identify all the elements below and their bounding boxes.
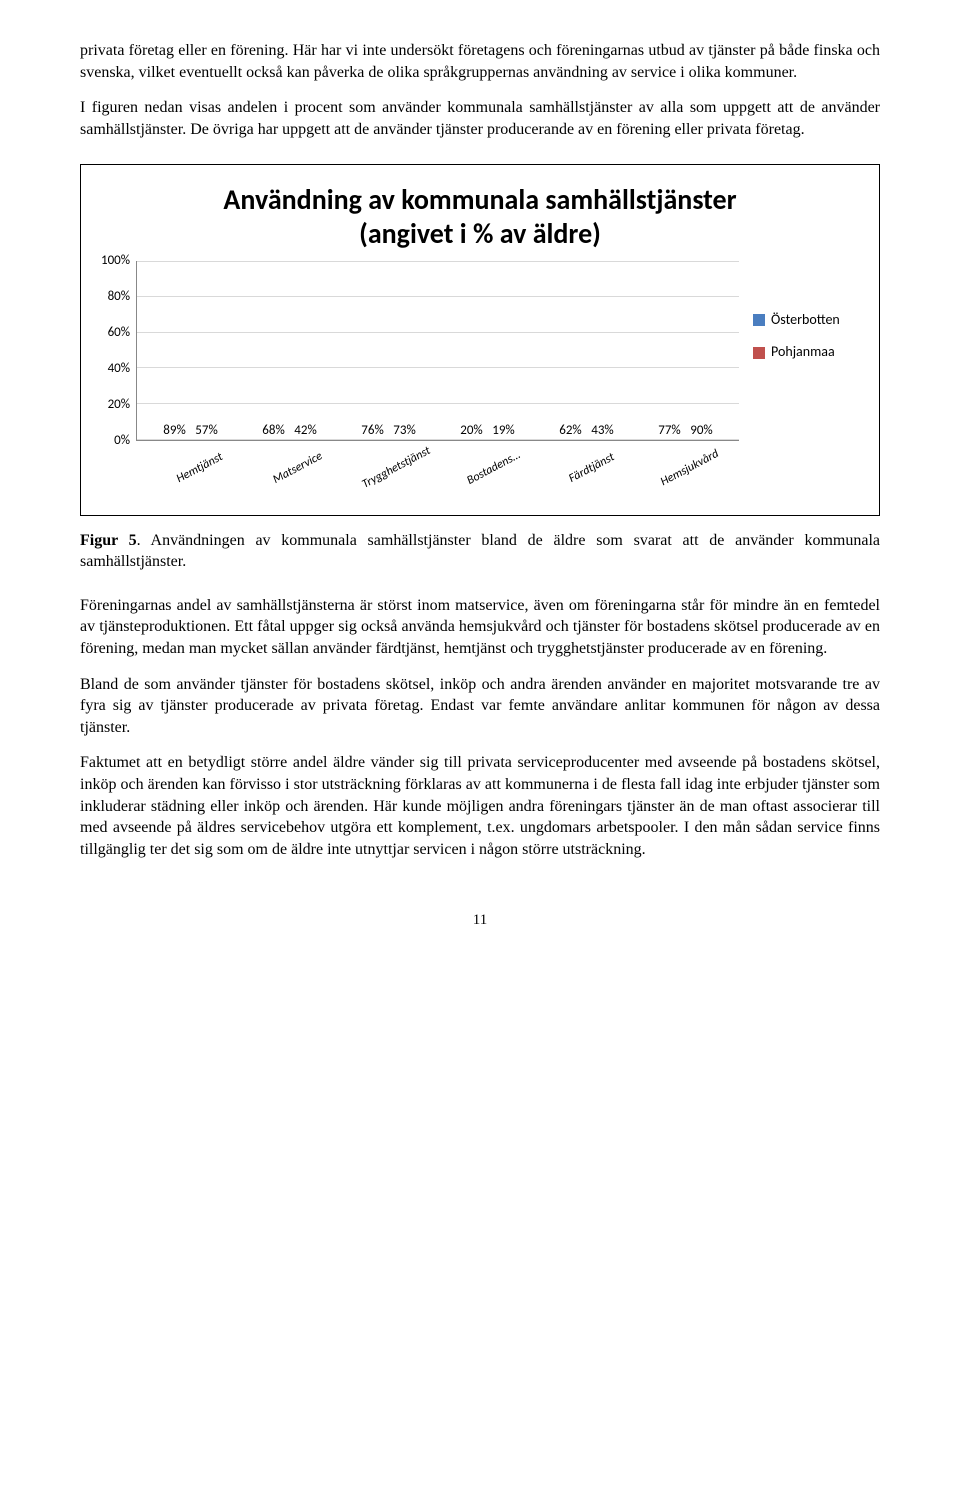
chart-title-line2: (angivet i % av äldre) [359,216,601,251]
figure-caption-text: . Användningen av kommunala samhällstjän… [80,532,880,571]
paragraph-3: Föreningarnas andel av samhällstjänstern… [80,595,880,660]
paragraph-5: Faktumet att en betydligt större andel ä… [80,752,880,860]
bar-value-label: 76% [361,422,383,440]
bar-value-label: 20% [460,422,482,440]
legend-swatch [753,314,765,326]
bar-value-label: 42% [294,422,316,440]
bar-value-label: 43% [591,422,613,440]
x-axis-label: Trygghetstjänst [359,443,443,513]
bar-value-label: 89% [163,422,185,440]
x-axis-label: Bostadens… [457,443,541,513]
bar-value-label: 68% [262,422,284,440]
chart-legend: Österbotten Pohjanmaa [739,311,859,363]
figure-caption: Figur 5. Användningen av kommunala samhä… [80,530,880,573]
x-axis-label: Hemsjukvård [653,443,737,513]
figure-caption-number: Figur 5 [80,532,137,549]
bar-value-label: 62% [559,422,581,440]
legend-item: Österbotten [753,311,859,330]
x-axis-label: Matservice [261,443,345,513]
paragraph-4: Bland de som använder tjänster för bosta… [80,674,880,739]
chart-container: Användning av kommunala samhällstjänster… [80,164,880,515]
paragraph-2: I figuren nedan visas andelen i procent … [80,97,880,140]
legend-label: Österbotten [771,311,840,330]
page-number: 11 [80,910,880,930]
legend-swatch [753,347,765,359]
bar-value-label: 77% [658,422,680,440]
chart-title-line1: Användning av kommunala samhällstjänster [223,182,736,217]
chart-title: Användning av kommunala samhällstjänster… [101,183,859,250]
chart-plot: 100%80%60%40%20%0% 89% 57% 68% 42% 76% 73% 20%… [101,261,739,441]
legend-label: Pohjanmaa [771,343,835,362]
bar-value-label: 57% [195,422,217,440]
x-axis-label: Hemtjänst [163,443,247,513]
bar-value-label: 90% [690,422,712,440]
y-axis: 100%80%60%40%20%0% [101,261,136,441]
paragraph-1: privata företag eller en förening. Här h… [80,40,880,83]
legend-item: Pohjanmaa [753,343,859,362]
x-axis-labels: HemtjänstMatserviceTrygghetstjänstBostad… [143,441,739,501]
bars-row: 89% 57% 68% 42% 76% 73% 20% 19% 62% 43% 77% 90% [137,261,739,440]
bar-value-label: 19% [492,422,514,440]
x-axis-label: Färdtjänst [555,443,639,513]
bar-value-label: 73% [393,422,415,440]
